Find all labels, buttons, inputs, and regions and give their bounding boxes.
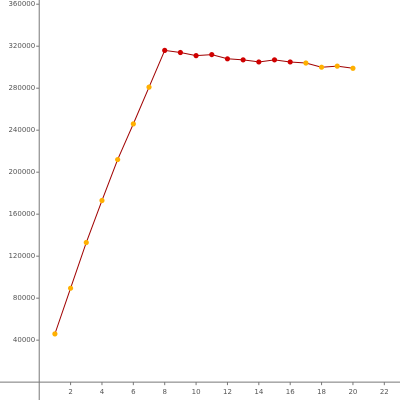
x-tick-label: 2: [68, 388, 72, 396]
data-point: [52, 331, 58, 337]
y-tick-label: 80000: [13, 294, 35, 302]
data-point: [303, 60, 309, 66]
data-point: [271, 57, 278, 63]
data-point: [350, 65, 356, 71]
data-point: [99, 197, 105, 204]
x-tick-label: 6: [131, 388, 136, 396]
x-tick-label: 10: [192, 388, 201, 396]
data-point: [334, 63, 340, 69]
data-point: [209, 51, 215, 58]
x-tick-label: 18: [317, 388, 326, 396]
x-tick-label: 20: [348, 388, 357, 396]
data-point: [146, 84, 152, 90]
x-tick-label: 4: [100, 388, 105, 396]
series-line: [54, 49, 354, 335]
data-point: [256, 59, 262, 65]
data-point: [83, 239, 89, 246]
data-point: [67, 285, 74, 291]
data-point: [130, 121, 136, 127]
x-tick-label: 22: [380, 388, 389, 396]
data-point: [287, 59, 293, 65]
data-point: [162, 47, 168, 53]
data-point: [224, 56, 231, 62]
y-tick-label: 160000: [8, 210, 35, 218]
y-tick-label: 120000: [8, 252, 35, 260]
data-point: [240, 57, 246, 63]
x-tick-label: 16: [286, 388, 295, 396]
data-point: [177, 49, 183, 56]
y-tick-label: 240000: [8, 126, 35, 134]
data-point: [318, 64, 325, 70]
data-point: [115, 156, 121, 163]
x-tick-label: 14: [254, 388, 263, 396]
x-tick-label: 12: [223, 388, 232, 396]
y-tick-label: 360000: [8, 0, 35, 8]
data-point: [193, 53, 199, 59]
y-tick-label: 40000: [13, 336, 35, 344]
y-tick-label: 320000: [8, 42, 35, 50]
y-tick-label: 280000: [8, 84, 35, 92]
x-tick-label: 8: [162, 388, 166, 396]
y-tick-label: 200000: [8, 168, 35, 176]
